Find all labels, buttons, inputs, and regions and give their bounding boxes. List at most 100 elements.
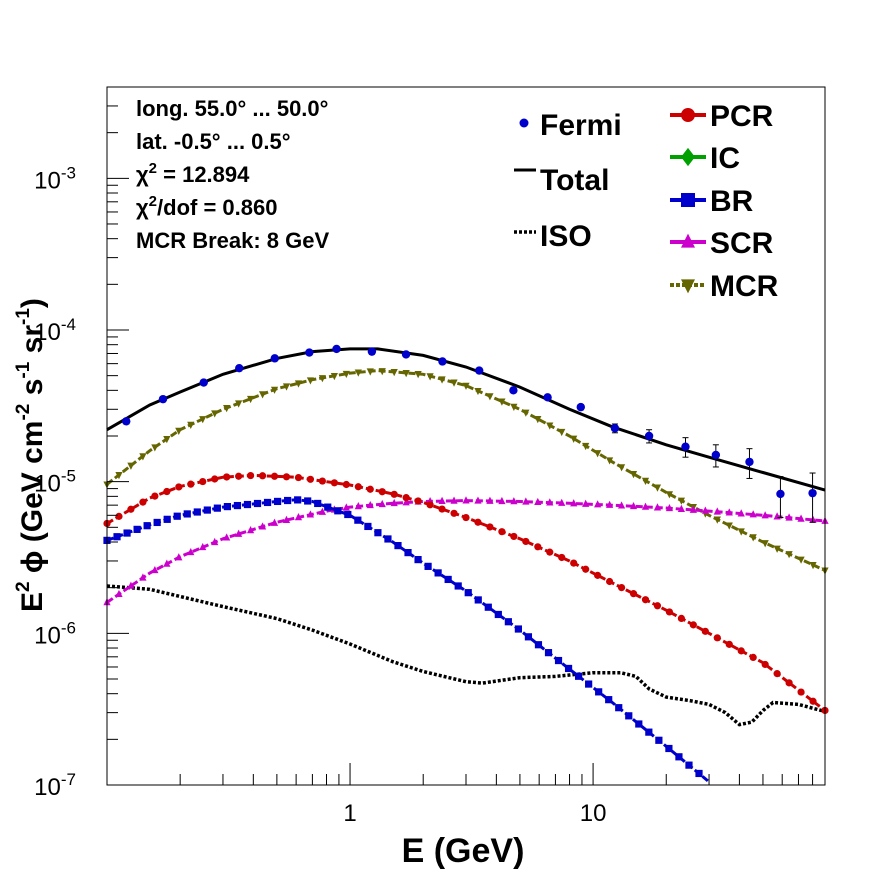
scr-marker — [354, 502, 362, 510]
scr-marker — [282, 515, 291, 523]
legend-swatch-marker — [681, 233, 695, 248]
br-marker — [253, 499, 262, 508]
pcr-marker — [402, 494, 410, 502]
info-line: lat. -0.5° ... 0.5° — [136, 129, 291, 154]
mcr-marker — [797, 556, 805, 564]
pcr-marker — [199, 477, 207, 486]
fermi-point — [681, 442, 690, 451]
mcr-marker — [402, 370, 410, 378]
scr-marker — [247, 525, 255, 534]
scr-marker — [737, 509, 745, 517]
scr-series — [103, 496, 829, 606]
pcr-marker — [318, 477, 326, 485]
br-marker — [564, 664, 573, 673]
mcr-marker — [163, 436, 171, 444]
mcr-marker — [414, 371, 422, 379]
y-tick-exponent: -7 — [61, 770, 76, 789]
pcr-marker — [713, 634, 721, 642]
mcr-marker — [270, 386, 279, 394]
y-label-part: s — [16, 379, 49, 404]
scr-marker — [785, 513, 793, 521]
br-marker — [585, 680, 593, 688]
scr-marker — [175, 553, 183, 561]
scr-marker — [211, 537, 219, 546]
curves-group — [103, 347, 829, 783]
br-marker — [635, 720, 643, 728]
mcr-marker — [235, 400, 243, 408]
scr-marker — [665, 503, 674, 512]
mcr-marker — [629, 470, 638, 479]
fermi-point — [158, 394, 168, 404]
pcr-marker — [223, 473, 231, 481]
mcr-marker — [342, 370, 350, 379]
scr-marker — [402, 498, 410, 506]
scr-marker — [258, 522, 267, 530]
mcr-marker — [677, 497, 685, 505]
y-tick-base: 10 — [34, 319, 61, 346]
br-marker — [675, 753, 683, 761]
y-tick-exponent: -6 — [61, 618, 76, 637]
iso-line — [106, 584, 826, 727]
br-marker — [384, 535, 392, 543]
legend-item-iso: ISO — [514, 220, 592, 253]
br-marker — [203, 506, 211, 514]
y-tick-base: 10 — [34, 774, 61, 801]
fermi-point — [235, 363, 244, 373]
scr-marker — [570, 499, 578, 507]
pcr-marker — [582, 565, 590, 573]
y-label-sup: -1 — [13, 361, 34, 378]
mcr-marker — [582, 442, 590, 451]
y-tick-base: 10 — [34, 471, 61, 498]
info-superscript: 2 — [149, 160, 157, 177]
br-marker — [444, 575, 452, 584]
scr-marker — [163, 559, 171, 567]
fermi-point — [270, 354, 279, 363]
mcr-marker — [594, 450, 602, 458]
scr-marker — [115, 589, 123, 598]
br-marker — [273, 497, 282, 506]
y-tick-base: 10 — [34, 622, 61, 649]
scr-marker — [701, 506, 709, 514]
br-marker — [243, 500, 252, 509]
scr-marker — [594, 500, 602, 508]
legend-swatch-marker — [681, 193, 695, 207]
br-marker — [574, 672, 583, 680]
br-marker — [404, 549, 412, 557]
scr-marker — [641, 502, 650, 510]
scr-marker — [629, 501, 638, 510]
info-line: χ2/dof = 0.860 — [136, 193, 277, 220]
mcr-marker — [534, 416, 542, 424]
mcr-marker — [653, 484, 662, 492]
info-text: χ — [136, 162, 149, 187]
br-marker — [434, 569, 442, 577]
fermi-points-group — [122, 344, 817, 523]
mcr-marker — [211, 410, 219, 418]
fermi-point — [367, 347, 377, 356]
pcr-marker — [797, 688, 805, 696]
pcr-marker — [761, 660, 769, 669]
scr-marker — [462, 496, 470, 504]
fermi-point — [776, 489, 785, 499]
y-axis-label: E2 ϕ (GeV cm-2 s-1 sr-1) — [13, 298, 49, 612]
br-marker — [183, 510, 191, 518]
mcr-marker — [498, 398, 506, 406]
pcr-marker — [414, 497, 422, 505]
pcr-marker — [163, 487, 171, 496]
pcr-marker — [390, 490, 398, 498]
mcr-marker — [306, 377, 315, 385]
pcr-marker — [294, 473, 303, 482]
scr-marker — [510, 497, 518, 505]
br-marker — [524, 633, 533, 641]
pcr-marker — [641, 596, 650, 604]
scr-marker — [713, 507, 721, 515]
pcr-marker — [175, 483, 183, 491]
legend-swatch-marker — [681, 279, 695, 294]
br-marker — [133, 525, 141, 533]
scr-marker — [235, 529, 243, 537]
br-marker — [595, 688, 603, 696]
fermi-point — [808, 488, 817, 498]
pcr-marker — [809, 697, 817, 705]
scr-marker — [558, 498, 566, 506]
x-tick-label: 1 — [343, 800, 356, 827]
